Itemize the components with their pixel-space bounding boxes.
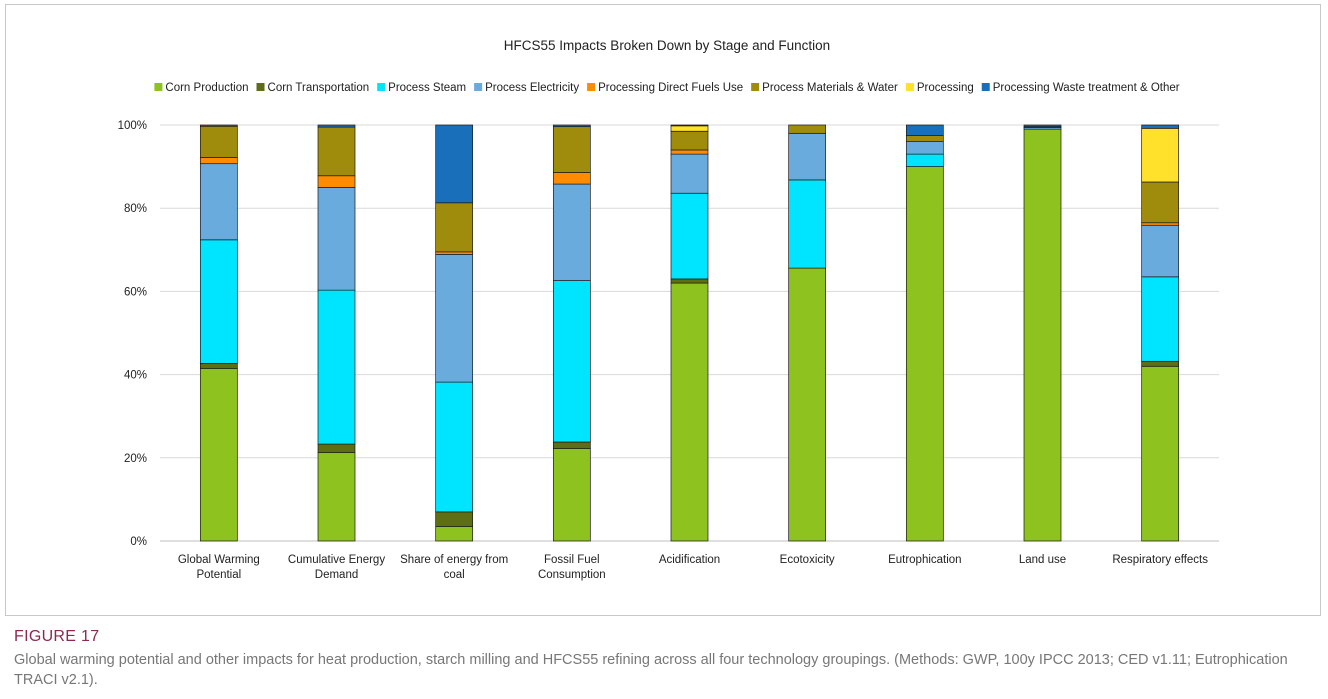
legend-swatch — [981, 83, 990, 91]
bar-segment — [905, 153, 944, 167]
legend-label: Process Steam — [388, 82, 466, 94]
bar-segment — [670, 130, 709, 151]
x-tick-label: Respiratory effects — [1112, 554, 1208, 566]
bar-segment — [199, 239, 238, 364]
legend-label: Processing Waste treatment & Other — [993, 82, 1180, 94]
y-tick-label: 20% — [124, 453, 147, 465]
bar-segment — [317, 187, 356, 291]
bar-segment — [670, 192, 709, 280]
bar-segment — [552, 280, 591, 443]
bar-segment — [1141, 224, 1180, 278]
bar-segment — [1141, 181, 1180, 224]
bar-segment — [552, 183, 591, 281]
bar-segment — [905, 166, 944, 542]
bar-segment — [1141, 360, 1180, 367]
bar-segment — [317, 289, 356, 445]
bar-segment — [552, 126, 591, 173]
bar-segment — [905, 124, 944, 136]
bar-segment — [788, 267, 827, 542]
y-tick-label: 100% — [118, 120, 147, 132]
bar-segment — [317, 124, 356, 128]
x-tick-label: Eutrophication — [888, 554, 962, 566]
stacked-bar-chart: HFCS55 Impacts Broken Down by Stage and … — [118, 38, 1219, 581]
bar-segment — [435, 254, 474, 383]
legend-swatch — [377, 83, 386, 91]
x-tick-label: Ecotoxicity — [780, 554, 835, 566]
bar-segment — [1141, 276, 1180, 362]
legend-swatch — [256, 83, 265, 91]
legend-swatch — [474, 83, 483, 91]
bar-segment — [670, 153, 709, 194]
figure-caption: FIGURE 17 Global warming potential and o… — [14, 628, 1314, 690]
bar-segment — [435, 124, 474, 204]
bars — [199, 124, 1180, 542]
bar-segment — [670, 278, 709, 284]
bar-segment — [670, 124, 709, 127]
bar-segment — [552, 448, 591, 542]
bar-segment — [1141, 124, 1180, 129]
legend-label: Corn Transportation — [268, 82, 370, 94]
bar-segment — [788, 179, 827, 269]
chart-title: HFCS55 Impacts Broken Down by Stage and … — [504, 38, 830, 53]
bar-segment — [788, 124, 827, 134]
y-tick-label: 0% — [130, 536, 147, 548]
x-axis: Global Warming Potential Cumulative Energy… — [178, 554, 1208, 581]
chart-frame: HFCS55 Impacts Broken Down by Stage and … — [5, 4, 1321, 616]
bar-segment — [199, 368, 238, 542]
bar-segment — [1023, 128, 1062, 542]
bar-segment — [1141, 222, 1180, 226]
legend-swatch — [587, 83, 596, 91]
legend-label: Processing Direct Fuels Use — [598, 82, 743, 94]
bar-segment — [552, 441, 591, 449]
bar-segment — [905, 141, 944, 155]
bar-segment — [670, 125, 709, 132]
bar-segment — [317, 443, 356, 453]
legend-label: Processing — [917, 82, 974, 94]
y-tick-label: 80% — [124, 203, 147, 215]
legend-label: Process Materials & Water — [762, 82, 898, 94]
legend: Corn Production Corn Transportation Proces… — [154, 82, 1180, 94]
y-tick-label: 40% — [124, 370, 147, 382]
bar-segment — [199, 125, 238, 158]
bar-segment — [905, 135, 944, 142]
legend-swatch — [751, 83, 760, 91]
legend-swatch — [154, 83, 163, 91]
x-tick-label: Global Warming Potential — [178, 554, 260, 581]
bar-segment — [435, 511, 474, 527]
bar-segment — [317, 175, 356, 188]
legend-swatch — [905, 83, 914, 91]
legend-label: Corn Production — [165, 82, 248, 94]
y-axis: 0% 20% 40% 60% 80% 100% — [118, 120, 147, 548]
bar-segment — [670, 282, 709, 542]
bar-segment — [435, 202, 474, 253]
bar-segment — [788, 132, 827, 181]
bar-segment — [1141, 127, 1180, 183]
bar-segment — [435, 526, 474, 542]
bar-segment — [435, 381, 474, 513]
x-tick-label: Share of energy from coal — [400, 554, 508, 581]
x-tick-label: Acidification — [659, 554, 720, 566]
bar-segment — [199, 163, 238, 241]
x-tick-label: Land use — [1019, 554, 1066, 566]
bar-segment — [552, 172, 591, 185]
bar-segment — [317, 452, 356, 542]
bar-segment — [317, 126, 356, 177]
bar-segment — [670, 149, 709, 155]
x-tick-label: Fossil Fuel Consumption — [538, 554, 606, 581]
bar-segment — [199, 363, 238, 369]
bar-segment — [199, 157, 238, 165]
bar-segment — [1141, 365, 1180, 542]
figure-label: FIGURE 17 — [14, 628, 100, 645]
legend-label: Process Electricity — [485, 82, 579, 94]
bar-segment — [552, 124, 591, 128]
x-tick-label: Cumulative Energy Demand — [288, 554, 385, 581]
bar-segment — [435, 251, 474, 255]
bar-segment — [1023, 124, 1062, 128]
y-tick-label: 60% — [124, 286, 147, 298]
figure-caption-text: Global warming potential and other impac… — [14, 652, 1288, 688]
bar-segment — [199, 124, 238, 127]
